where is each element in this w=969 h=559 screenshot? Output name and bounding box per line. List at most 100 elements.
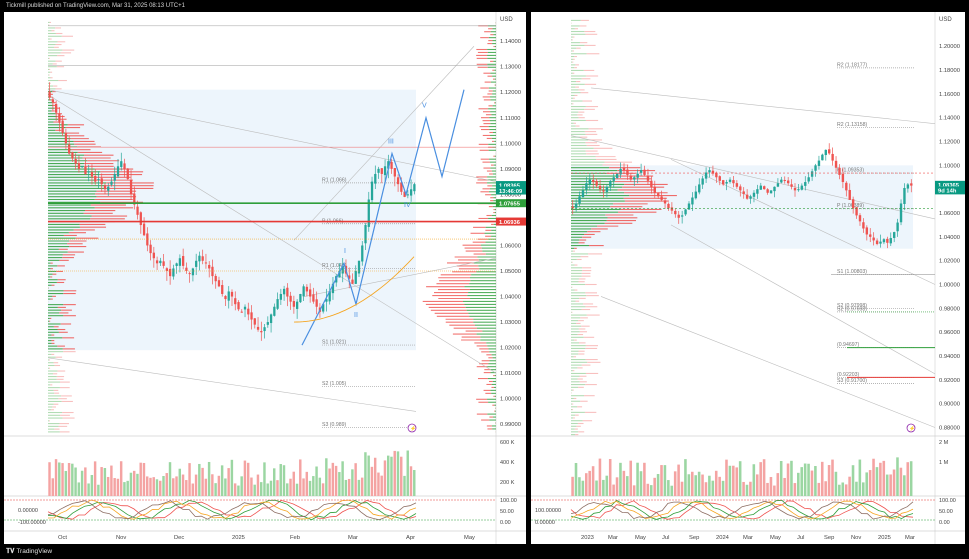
volume-bar [708, 475, 711, 496]
candle-body [619, 168, 622, 175]
candle-body [396, 177, 400, 185]
volume-bar [588, 470, 591, 496]
indicator-badge-icon [407, 423, 417, 433]
candle-body [718, 176, 721, 181]
volume-bar [347, 478, 351, 496]
price-tick-label: 0.88000 [939, 425, 960, 431]
volume-bar [903, 475, 906, 496]
volume-bar [790, 460, 793, 496]
volume-bar [162, 476, 165, 496]
volume-bar [783, 477, 786, 496]
volume-bar [276, 480, 279, 496]
candle-body [892, 232, 896, 238]
candle-body [633, 177, 636, 180]
volume-bar [308, 480, 312, 496]
volume-bar [328, 468, 331, 496]
candle-body [574, 203, 578, 208]
candle-body [409, 189, 413, 196]
candle-body [263, 327, 266, 332]
price-tick-label: 0.90000 [939, 402, 960, 408]
left-chart-svg[interactable]: USD 1.14000 1.13000 1.12000 1.11000 1.10000 1.… [4, 12, 526, 544]
volume-bar [110, 465, 113, 496]
osc-right-tick: 100.00 [939, 498, 956, 504]
candle-body [776, 183, 780, 187]
candle-body [667, 203, 670, 209]
price-tick-label: 1.06000 [500, 243, 521, 249]
candle-body [653, 186, 656, 193]
volume-bar [139, 462, 142, 496]
candle-body [629, 175, 633, 180]
candle-body [756, 189, 759, 194]
time-tick-label: 2025 [232, 535, 245, 541]
volume-bar [325, 458, 328, 496]
candle-body [116, 166, 120, 177]
volume-bar [338, 472, 341, 496]
volume-bar [295, 483, 299, 496]
candle-body [684, 209, 687, 215]
left-chart-panel[interactable]: USD 1.14000 1.13000 1.12000 1.11000 1.10000 1.… [4, 12, 526, 544]
volume-bar [74, 467, 77, 496]
volume-tick-label: 2 M [939, 440, 949, 446]
volume-bar [889, 474, 892, 496]
oscillator-line [47, 499, 417, 521]
candle-body [155, 260, 159, 264]
candle-body [896, 222, 899, 232]
candle-body [875, 240, 879, 244]
candle-body [865, 227, 869, 235]
volume-bar [800, 467, 804, 496]
candle-body [869, 234, 872, 237]
volume-bar [714, 470, 718, 496]
volume-bar [214, 483, 217, 496]
volume-bar [834, 471, 838, 496]
volume-bar [578, 477, 581, 496]
volume-bar [762, 459, 766, 496]
candle-body [188, 273, 191, 275]
volume-bar [289, 478, 292, 496]
trend-line [670, 159, 936, 285]
candle-body [406, 194, 409, 196]
volume-bar [331, 462, 335, 496]
candle-body [824, 149, 827, 156]
volume-tick-label: 1 M [939, 460, 949, 466]
trend-line [670, 224, 936, 375]
candle-body [312, 294, 315, 302]
right-chart-panel[interactable]: USD 1.20000 1.18000 1.16000 1.14000 1.12000 1.… [531, 12, 965, 544]
volume-bar [67, 462, 71, 496]
volume-bar [103, 468, 107, 496]
volume-bar [814, 466, 817, 496]
volume-bar [386, 455, 390, 496]
candle-body [370, 181, 374, 201]
osc-left-tick: 0.00000 [18, 508, 38, 514]
candle-body [354, 271, 357, 284]
volume-bar [841, 482, 845, 496]
volume-bar [113, 478, 116, 496]
volume-bar [354, 463, 357, 496]
trend-line [47, 357, 417, 412]
volume-bar [612, 484, 615, 496]
time-tick-label: 2023 [581, 535, 594, 541]
volume-bar [691, 471, 694, 496]
volume-bar [725, 459, 728, 496]
elliott-wave-path [301, 89, 465, 346]
right-chart-svg[interactable]: USD 1.20000 1.18000 1.16000 1.14000 1.12000 1.… [531, 12, 965, 544]
volume-bar [667, 480, 670, 496]
price-tick-label: 1.11000 [500, 116, 521, 122]
candle-body [910, 183, 913, 186]
volume-bar [879, 462, 882, 496]
candle-body [325, 299, 328, 302]
candle-body [609, 180, 612, 187]
candle-body [165, 268, 169, 271]
wave-label: III [388, 138, 394, 145]
volume-bar [773, 485, 776, 496]
time-tick-label: Dec [174, 535, 184, 541]
volume-bar [732, 465, 735, 496]
candle-body [276, 299, 279, 309]
volume-bar [868, 470, 872, 496]
candle-body [797, 189, 800, 191]
candle-body [126, 168, 129, 180]
osc-right-tick: 0.00 [939, 520, 950, 526]
price-tick-label: 0.94000 [939, 354, 960, 360]
price-tick-label: 1.12000 [939, 140, 960, 146]
price-tick-label: 1.01000 [500, 371, 521, 377]
volume-bar [820, 461, 824, 496]
